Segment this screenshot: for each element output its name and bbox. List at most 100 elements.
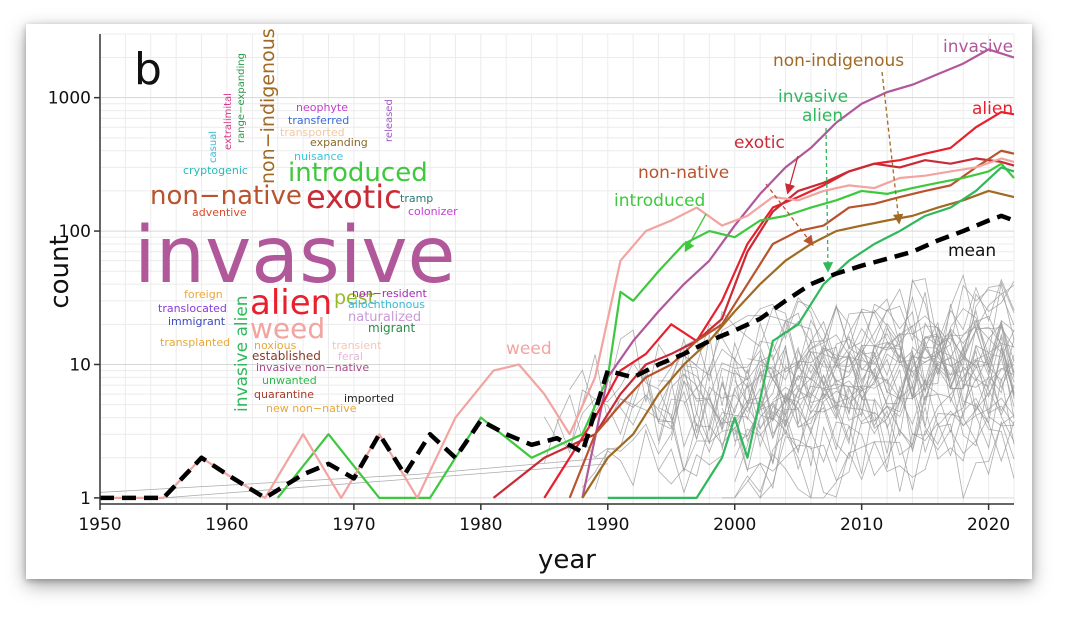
background-line — [759, 397, 1015, 499]
x-tick-label: 1970 — [332, 515, 375, 535]
annotation-arrow — [684, 213, 707, 253]
background-line — [645, 322, 1015, 434]
cloud-word: released — [384, 99, 395, 142]
background-line — [543, 352, 1015, 463]
line-chart: 1950 1960 1970 1980 1990 2000 2010 2020 1 10 100 10… — [45, 28, 1015, 575]
x-tick-label: 1980 — [459, 515, 502, 535]
background-line — [569, 284, 1015, 413]
cloud-word: imported — [344, 392, 394, 405]
cloud-word: immigrant — [168, 315, 226, 328]
cloud-word: alien — [250, 283, 332, 323]
cloud-word: noxious — [254, 339, 297, 352]
background-line — [163, 463, 608, 499]
cloud-word: tramp — [400, 192, 433, 205]
series-line-non-native — [568, 149, 1015, 499]
annotation-label: alien — [972, 99, 1013, 119]
cloud-word: pest — [334, 287, 375, 309]
cloud-word: migrant — [368, 321, 416, 335]
series-lines — [100, 48, 1015, 501]
annotation-label: non-native — [638, 163, 729, 183]
x-tick-label: 1990 — [586, 515, 629, 535]
cloud-word: expanding — [310, 136, 368, 149]
annotation-label: invasive — [943, 37, 1013, 57]
y-tick-label: 1000 — [48, 89, 91, 109]
background-line — [759, 284, 1015, 387]
background-line — [734, 420, 1015, 499]
x-tick-label: 1960 — [205, 515, 248, 535]
series-line-mean — [100, 213, 1015, 501]
background-line — [772, 281, 1015, 371]
background-line — [721, 364, 1015, 467]
x-tick-label: 2020 — [967, 515, 1010, 535]
background-line — [734, 330, 1015, 447]
cloud-word: invasive — [134, 211, 456, 301]
background-line — [722, 414, 1015, 500]
background-line — [582, 376, 1015, 488]
cloud-word: casual — [208, 131, 219, 163]
cloud-word: neophyte — [296, 101, 348, 114]
cloud-word: transplanted — [160, 336, 230, 349]
x-tick-label: 2010 — [840, 515, 883, 535]
cloud-word: translocated — [158, 302, 227, 315]
cloud-word: feral — [338, 350, 363, 363]
annotation-arrow — [785, 155, 799, 195]
series-line-exotic — [492, 157, 1015, 499]
series-annotations: invasivenon-indigenousalieninvasivealien… — [506, 37, 1013, 359]
background-line — [582, 303, 1015, 423]
series-line-weed — [100, 157, 1015, 499]
cloud-word: range−expanding — [236, 53, 247, 143]
cloud-word: invasive alien — [232, 295, 252, 412]
cloud-word: non−native — [150, 181, 302, 211]
cloud-word: foreign — [184, 288, 223, 301]
background-line — [759, 319, 1015, 418]
cloud-word: extralimital — [223, 93, 234, 150]
cloud-word: quarantine — [254, 388, 314, 401]
annotation-label: alien — [802, 106, 843, 126]
annotation-label: mean — [948, 241, 996, 261]
cloud-word: non−indigenous — [257, 28, 279, 184]
background-line — [721, 319, 1015, 442]
cloud-word: introduced — [288, 158, 428, 188]
background-line — [747, 402, 1015, 499]
annotation-arrow — [822, 127, 834, 273]
background-term-lines — [99, 273, 1015, 500]
y-axis-title: count — [45, 235, 75, 308]
cloud-word: new non−native — [266, 402, 357, 415]
y-tick-label: 1 — [80, 489, 91, 509]
background-line — [620, 349, 1015, 446]
grid — [99, 33, 1015, 504]
cloud-word: unwanted — [262, 374, 317, 387]
annotation-label: introduced — [614, 191, 705, 211]
y-tick-label: 10 — [69, 355, 91, 375]
cloud-word: naturalized — [348, 310, 421, 325]
background-line — [683, 315, 1015, 431]
figure-card: 1950 1960 1970 1980 1990 2000 2010 2020 1 10 100 10… — [26, 24, 1032, 579]
cloud-word: transported — [280, 126, 345, 139]
cloud-word: transferred — [288, 114, 349, 127]
series-line-invasive — [581, 48, 1015, 499]
annotation-arrow — [765, 183, 814, 247]
cloud-word: adventive — [192, 206, 247, 219]
x-tick-label: 1950 — [78, 515, 121, 535]
background-line — [734, 325, 1015, 427]
cloud-word: colonizer — [408, 205, 458, 218]
background-line — [759, 278, 1015, 383]
cloud-word: cryptogenic — [183, 164, 248, 177]
background-line — [658, 358, 1015, 472]
cloud-word: established — [252, 349, 321, 363]
series-line-non-indigenous — [581, 189, 1015, 499]
annotation-label: non-indigenous — [773, 51, 904, 71]
background-line — [658, 273, 1015, 387]
background-line — [772, 333, 1015, 430]
x-tick-label: 2000 — [713, 515, 756, 535]
annotation-label: exotic — [734, 133, 785, 153]
cloud-word: non−resident — [352, 287, 427, 300]
annotation-label: invasive — [778, 87, 848, 107]
cloud-word: nuisance — [294, 150, 343, 163]
background-line — [734, 367, 1015, 483]
background-line — [670, 322, 1015, 443]
background-line — [99, 457, 608, 493]
panel-letter: b — [134, 44, 162, 95]
y-tick-label: 100 — [59, 222, 91, 242]
